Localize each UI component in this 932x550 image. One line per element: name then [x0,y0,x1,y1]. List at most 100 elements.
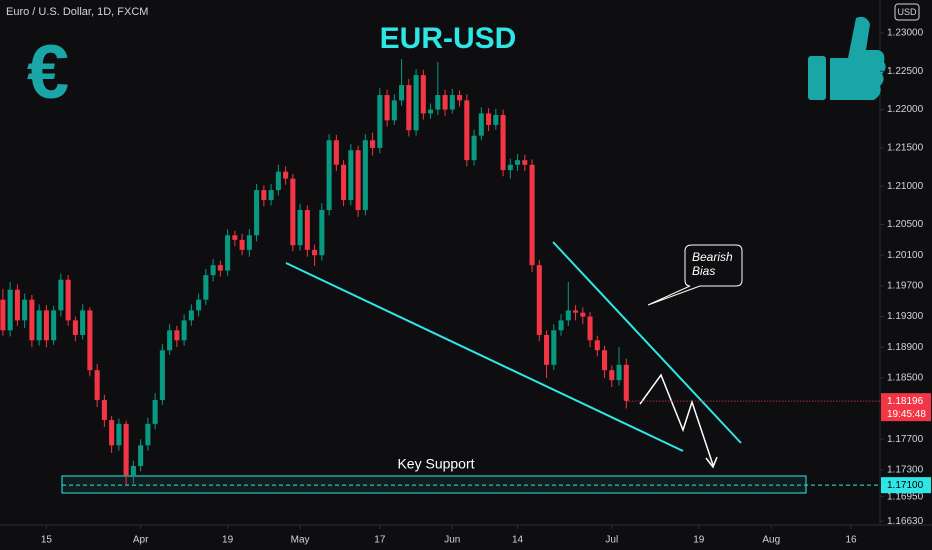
candle-body [348,150,354,201]
candle-body [145,423,151,446]
candle-body [152,400,158,424]
candle-body [558,320,564,331]
candle-body [65,279,71,321]
candle-body [428,109,434,114]
y-tick-label: 1.16630 [887,516,924,527]
candle-body [116,423,122,446]
candle-body [333,140,339,165]
candle-body [449,95,455,110]
candle-body [196,299,202,311]
candle-body [80,310,86,335]
x-tick-label: 16 [845,535,857,546]
y-tick-label: 1.19700 [887,281,924,292]
candle-body [587,316,593,341]
resistance-trendline [552,241,742,444]
candle-body [464,100,470,161]
candle-body [536,265,542,335]
candle-body [43,310,49,341]
x-tick-label: 19 [222,535,234,546]
candle-body [123,423,129,476]
candle-body [51,310,57,341]
candle-body [529,164,535,266]
candle-body [515,160,521,165]
candle-body [573,310,579,313]
y-tick-label: 1.16950 [887,491,924,502]
candle-body [268,190,274,201]
candle-body [138,445,144,466]
candle-body [623,364,629,401]
x-tick-label: 15 [41,535,53,546]
candle-body [399,85,405,101]
candle-body [225,235,231,271]
candle-body [377,95,383,148]
candle-body [203,275,209,300]
candle-body [609,370,615,381]
candle-body [580,312,586,317]
candle-body [72,320,78,335]
currency[interactable]: USD [897,7,917,17]
candle-body [261,190,267,201]
candle-body [239,239,245,250]
candle-body [471,135,477,161]
candle-body [319,210,325,256]
x-tick-label: 17 [374,535,386,546]
candle-body [167,330,173,351]
candle-body [0,299,6,331]
thumbs-up-icon [808,16,886,100]
candle-body [58,279,64,311]
callout-box [647,244,743,306]
y-tick-label: 1.21000 [887,181,924,192]
y-tick-label: 1.19300 [887,311,924,322]
candle-body [384,95,390,121]
y-tick-label: 1.20500 [887,219,924,230]
support-tag [881,477,931,494]
candle-body [565,310,571,321]
x-tick-label: Apr [133,535,149,546]
candle-body [435,95,441,110]
y-tick-label: 1.22500 [887,66,924,77]
support-zone [61,475,807,494]
candle-body [188,310,194,321]
x-tick-label: Jun [444,535,460,546]
currency-box [894,3,920,21]
y-tick-label: 1.18900 [887,342,924,353]
euro-logo: € [27,30,69,115]
candle-body [14,289,20,321]
candle-body [478,113,484,136]
y-tick-label: 1.23000 [887,28,924,39]
callout-text: Bearish Bias [692,250,733,278]
candle-body [297,210,303,246]
candle-body [602,350,608,371]
candle-body [616,364,622,381]
candle-body [94,370,100,401]
candle-body [413,75,419,131]
candle-body [420,75,426,114]
candle-body [290,178,296,246]
candle-body [457,95,463,101]
candle-body [22,299,28,321]
x-tick-label: Jul [605,535,618,546]
candle-body [391,100,397,121]
candle-body [486,113,492,125]
candle-body [283,171,289,179]
candle-body [254,190,260,236]
y-tick-label: 1.17700 [887,434,924,445]
x-tick-label: Aug [762,535,780,546]
candle-body [101,400,107,420]
candle-body [174,330,180,341]
y-tick-label: 1.21500 [887,143,924,154]
candle-body [341,164,347,201]
candle-body [181,320,187,341]
current-price-tag [881,393,931,422]
y-tick-label: 1.18500 [887,372,924,383]
x-tick-label: May [291,535,310,546]
candle-body [442,95,448,110]
candle-body [217,265,223,271]
candle-body [159,350,165,401]
candle-body [87,310,93,371]
candle-body [304,210,310,250]
support-tag-label: 1.17100 [887,480,924,491]
candle-body [232,235,238,240]
x-tick-label: 14 [512,535,524,546]
